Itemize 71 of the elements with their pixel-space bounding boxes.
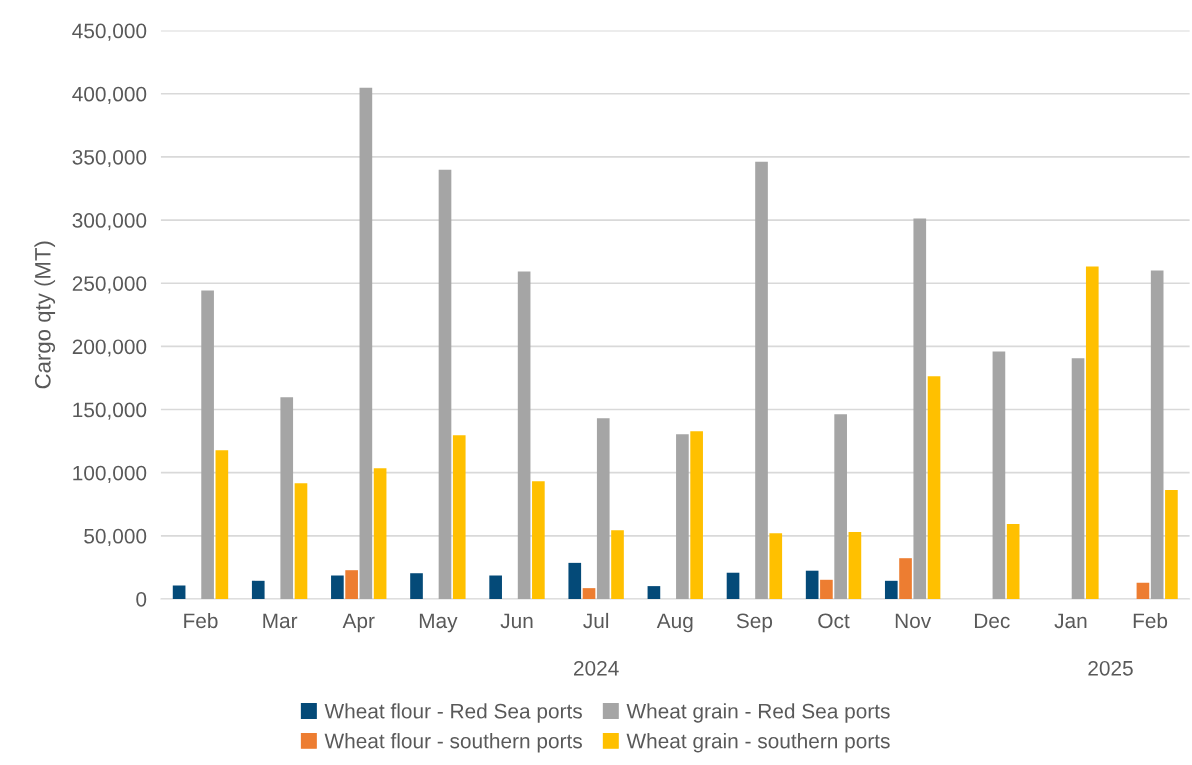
x-tick-label: Aug (656, 613, 693, 633)
bar (848, 531, 862, 599)
x-tick-label: Mar (263, 613, 298, 629)
bar (927, 376, 941, 599)
bar (805, 570, 819, 599)
bar (769, 533, 783, 599)
bar (992, 351, 1006, 599)
y-tick-label: 100,000 (73, 465, 147, 483)
bar (596, 418, 610, 599)
x-tick-label: Jun (500, 613, 533, 629)
x-tick-label: Apr (342, 613, 375, 633)
bar (1006, 524, 1020, 599)
bar (1136, 582, 1150, 599)
bar (215, 450, 229, 599)
x-tick-label: Jan (1054, 613, 1087, 629)
y-tick-label: 300,000 (72, 213, 147, 231)
bar (568, 562, 582, 599)
text: 2024 (574, 660, 619, 676)
bar (834, 414, 847, 599)
y-tick-label: 150,000 (73, 402, 147, 420)
x-tick-label: Oct (818, 613, 850, 629)
legend-label: Wheat grain - Red Sea ports (626, 703, 890, 723)
text: 2025 (1088, 660, 1133, 676)
bar (1071, 358, 1085, 599)
bar (755, 161, 768, 599)
y-tick-label: 200,000 (72, 339, 147, 357)
bar (172, 585, 186, 599)
x-tick-label: Jul (583, 612, 609, 629)
bar (532, 481, 545, 599)
bar (884, 580, 898, 599)
bar (582, 588, 596, 599)
bar (1085, 266, 1099, 599)
bar (452, 435, 466, 599)
y-tick-label: 50,000 (84, 528, 147, 547)
x-tick-label: Feb (184, 612, 218, 629)
bar (489, 575, 502, 599)
x-tick-label: Nov (895, 613, 932, 629)
legend-label: Wheat grain - southern ports (626, 733, 890, 753)
bar (913, 218, 927, 599)
legend-label: Wheat flour - southern ports (324, 733, 582, 753)
x-tick-label: Sep (736, 613, 773, 633)
y-tick-label: 250,000 (72, 276, 147, 294)
y-tick-label: 350,000 (72, 149, 147, 168)
y-tick-label: 0 (136, 592, 147, 607)
bar (647, 586, 661, 599)
bar (676, 434, 689, 599)
y-axis-title: Cargo qty (MT) (34, 241, 56, 389)
bar (359, 87, 373, 599)
legend-label: Wheat flour - Red Sea ports (324, 703, 582, 723)
bar (201, 290, 214, 599)
x-tick-label: Dec (974, 613, 1010, 629)
x-tick-label: May (419, 613, 458, 633)
y-tick-label: 450,000 (72, 23, 147, 41)
bar (726, 572, 740, 599)
x-tick-label: Feb (1133, 612, 1168, 629)
bar (280, 397, 294, 599)
bar (820, 579, 833, 599)
bar (1150, 270, 1164, 599)
bar (251, 580, 265, 599)
bar (438, 169, 452, 599)
bar (1165, 490, 1178, 599)
bar (517, 271, 531, 599)
bar (410, 573, 423, 599)
bar (611, 530, 624, 599)
bar (899, 558, 912, 599)
bar (331, 575, 344, 599)
y-tick-label: 400,000 (72, 86, 147, 104)
bar (294, 483, 308, 599)
bar (373, 468, 387, 599)
bar (690, 431, 703, 599)
bar (345, 570, 358, 599)
